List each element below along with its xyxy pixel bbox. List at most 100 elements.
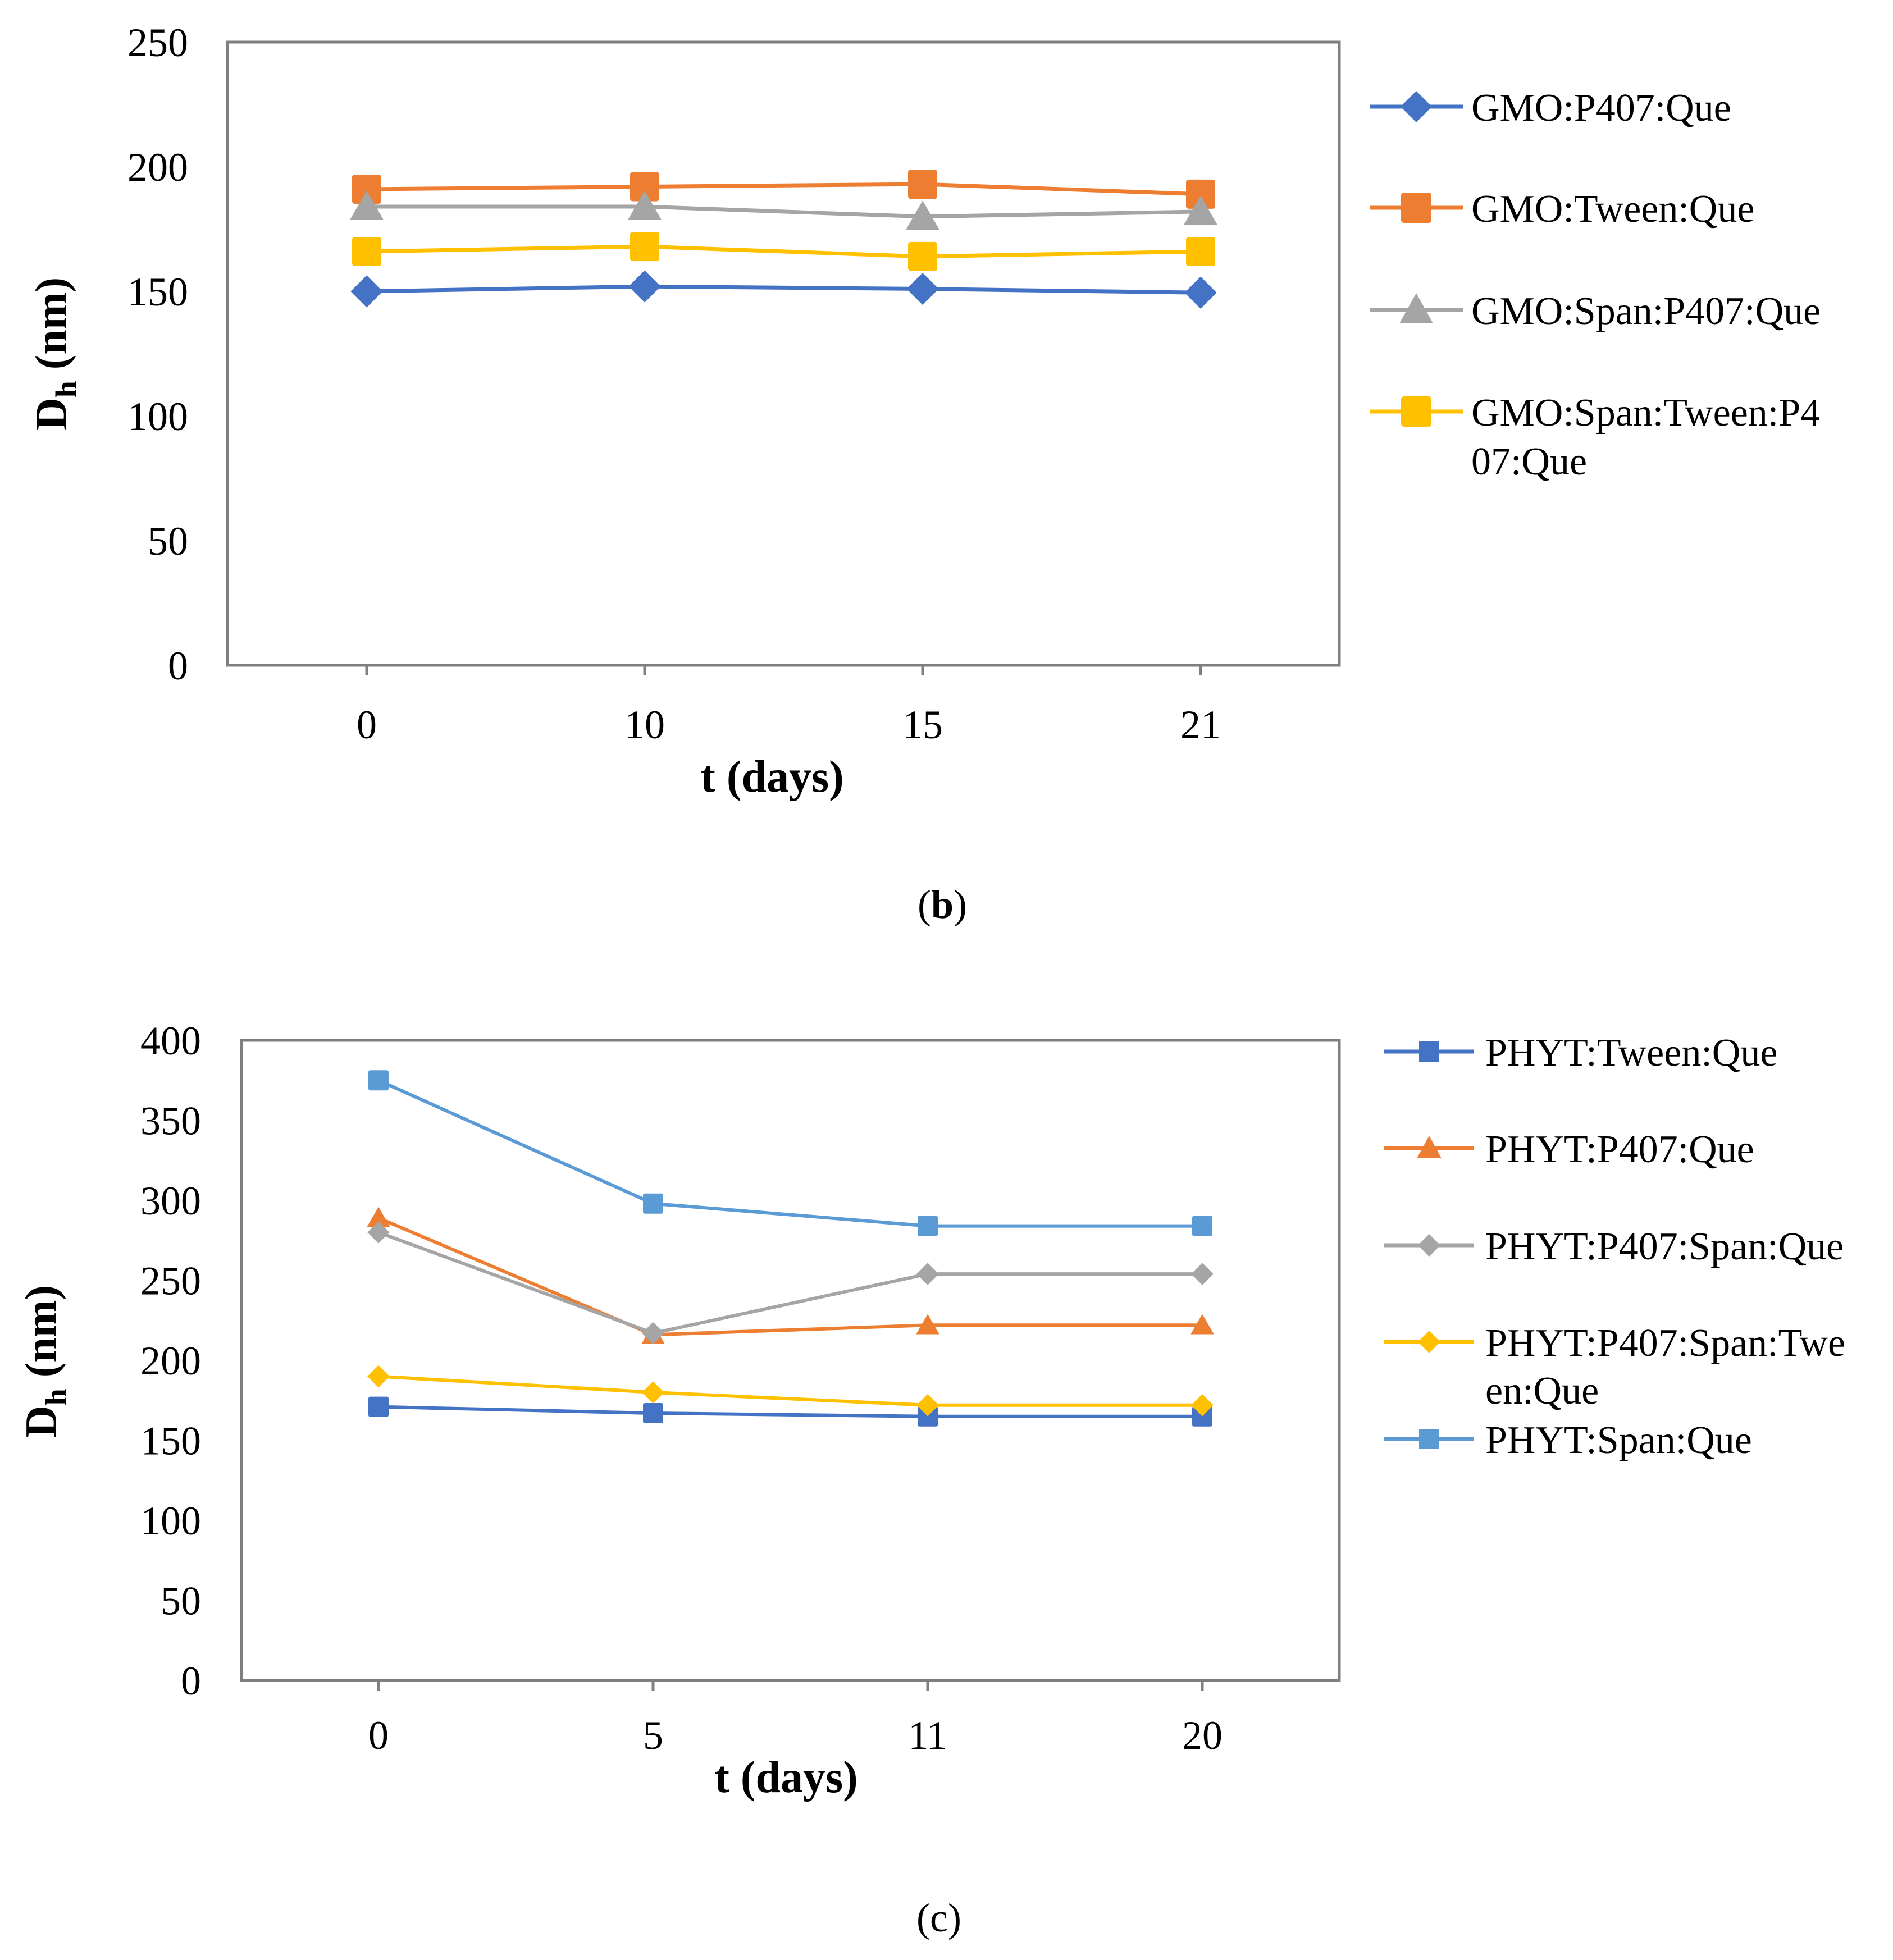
data-point-b-1-1 <box>630 172 659 202</box>
legend-label-b-0: GMO:P407:Que <box>1471 86 1731 130</box>
x-axis-label-c: t (days) <box>714 1753 858 1802</box>
panel-label-c: (c) <box>916 1895 961 1940</box>
series-line-b-3 <box>366 244 1201 259</box>
legend-item-c-3: PHYT:P407:Span:Twe en:Que <box>1384 1322 1845 1413</box>
data-point-c-2-1 <box>642 1322 664 1345</box>
legend-label-b-3a: GMO:Span:Tween:P4 <box>1471 391 1820 435</box>
data-point-c-2-0 <box>367 1221 390 1244</box>
legend-item-b-2: GMO:Span:P407:Que <box>1370 290 1821 333</box>
y-axis-label-b: Dh (nm) <box>27 277 83 430</box>
y-tick-b-2: 100 <box>127 394 188 439</box>
data-point-c-0-2 <box>918 1406 938 1427</box>
chart-b: 0 50 100 150 200 250 0 10 15 21 t (days)… <box>27 20 1821 927</box>
data-point-b-0-2 <box>906 272 939 305</box>
legend-label-c-2: PHYT:P407:Span:Que <box>1485 1225 1844 1268</box>
series-line-b-1 <box>366 182 1201 197</box>
panel-label-b-letter: b <box>931 882 954 927</box>
y-axis-label-c-space <box>17 1377 66 1388</box>
legend-label-c-3a: PHYT:P407:Span:Twe <box>1485 1322 1845 1365</box>
data-point-c-1-3 <box>1190 1314 1214 1335</box>
y-tick-c-2: 100 <box>140 1498 201 1543</box>
y-axis-label-c-main: D <box>17 1405 66 1438</box>
data-point-c-4-0 <box>368 1070 389 1091</box>
data-point-c-3-0 <box>367 1365 390 1388</box>
series-line-c-0 <box>378 1405 1202 1418</box>
y-ticks-c: 0 50 100 150 200 250 300 350 400 <box>140 1018 201 1703</box>
legend-marker-b-0 <box>1401 91 1432 122</box>
legend-label-c-4: PHYT:Span:Que <box>1485 1419 1752 1462</box>
x-tick-b-1: 10 <box>624 702 665 747</box>
legend-c: PHYT:Tween:Que PHYT:P407:Que PHYT:P407:S… <box>1384 1031 1845 1462</box>
x-ticks-b: 0 10 15 21 <box>357 665 1221 747</box>
panel-label-c-letter: c <box>930 1895 948 1940</box>
legend-marker-c-2 <box>1418 1234 1440 1257</box>
data-point-c-0-1 <box>643 1403 663 1424</box>
data-point-b-0-0 <box>350 275 383 308</box>
legend-item-b-0: GMO:P407:Que <box>1370 86 1731 130</box>
y-axis-label-b-unit: (nm) <box>27 277 76 369</box>
y-tick-b-3: 150 <box>127 269 188 314</box>
y-axis-label-b-space <box>27 369 76 381</box>
data-point-b-2-2 <box>906 200 939 230</box>
legend-label-b-1: GMO:Tween:Que <box>1471 188 1754 231</box>
y-ticks-b: 0 50 100 150 200 250 <box>127 20 188 688</box>
legend-marker-c-3 <box>1418 1331 1440 1353</box>
data-point-c-0-3 <box>1192 1406 1212 1427</box>
series-line-c-2 <box>377 1231 1202 1335</box>
data-point-c-3-3 <box>1191 1394 1214 1417</box>
x-tick-c-1: 5 <box>643 1713 663 1758</box>
series-line-c-1 <box>377 1216 1202 1337</box>
y-tick-c-3: 150 <box>140 1419 201 1464</box>
series-line-b-2 <box>367 204 1201 219</box>
data-point-b-1-3 <box>1186 179 1215 209</box>
series-line-c-3 <box>378 1374 1202 1407</box>
legend-item-c-0: PHYT:Tween:Que <box>1384 1031 1777 1075</box>
y-tick-c-8: 400 <box>140 1018 201 1063</box>
series-line-c-4 <box>377 1079 1202 1228</box>
x-tick-c-0: 0 <box>368 1713 389 1758</box>
data-point-b-3-3 <box>1186 236 1215 266</box>
series-group-c <box>367 1070 1214 1427</box>
legend-label-b-3b: 07:Que <box>1471 440 1587 483</box>
legend-label-c-1: PHYT:P407:Que <box>1485 1128 1754 1171</box>
y-axis-label-b-sub: h <box>49 381 83 398</box>
data-point-c-1-2 <box>916 1314 939 1335</box>
legend-b: GMO:P407:Que GMO:Tween:Que GMO:Span:P407… <box>1370 86 1821 483</box>
series-line-b-0 <box>366 284 1201 295</box>
data-point-b-0-1 <box>628 270 661 303</box>
legend-item-c-2: PHYT:P407:Span:Que <box>1384 1225 1844 1268</box>
x-ticks-c: 0 5 11 20 <box>368 1680 1223 1758</box>
x-tick-c-2: 11 <box>908 1713 947 1758</box>
x-tick-b-2: 15 <box>902 702 943 747</box>
data-point-b-1-0 <box>352 174 381 204</box>
plot-frame-b <box>226 40 1341 667</box>
legend-item-b-3: GMO:Span:Tween:P4 07:Que <box>1370 391 1820 483</box>
x-tick-b-3: 21 <box>1180 702 1221 747</box>
data-point-b-0-3 <box>1184 276 1217 309</box>
plot-frame-c <box>240 1039 1341 1682</box>
data-point-c-3-1 <box>642 1381 664 1404</box>
y-axis-label-c-sub: h <box>39 1388 73 1405</box>
data-point-c-4-3 <box>1192 1216 1212 1236</box>
y-tick-c-1: 50 <box>161 1579 201 1624</box>
legend-item-c-4: PHYT:Span:Que <box>1384 1419 1752 1462</box>
data-point-c-2-2 <box>916 1263 939 1285</box>
data-point-b-3-2 <box>908 241 937 271</box>
data-point-c-4-1 <box>643 1193 663 1214</box>
legend-marker-b-1 <box>1401 193 1431 223</box>
legend-marker-c-1 <box>1417 1136 1442 1158</box>
panel-label-b: (b) <box>918 882 967 927</box>
data-point-b-1-2 <box>908 170 937 199</box>
y-tick-b-0: 0 <box>168 643 188 688</box>
legend-marker-b-2 <box>1399 293 1433 323</box>
y-tick-b-1: 50 <box>148 519 188 564</box>
legend-marker-c-4 <box>1419 1429 1439 1449</box>
legend-label-c-0: PHYT:Tween:Que <box>1485 1031 1777 1075</box>
y-tick-c-4: 200 <box>140 1338 201 1383</box>
x-axis-label-b: t (days) <box>700 752 844 802</box>
x-tick-c-3: 20 <box>1182 1713 1223 1758</box>
data-point-b-2-1 <box>628 190 662 220</box>
legend-label-b-2: GMO:Span:P407:Que <box>1471 290 1821 333</box>
y-tick-c-7: 350 <box>140 1099 201 1144</box>
